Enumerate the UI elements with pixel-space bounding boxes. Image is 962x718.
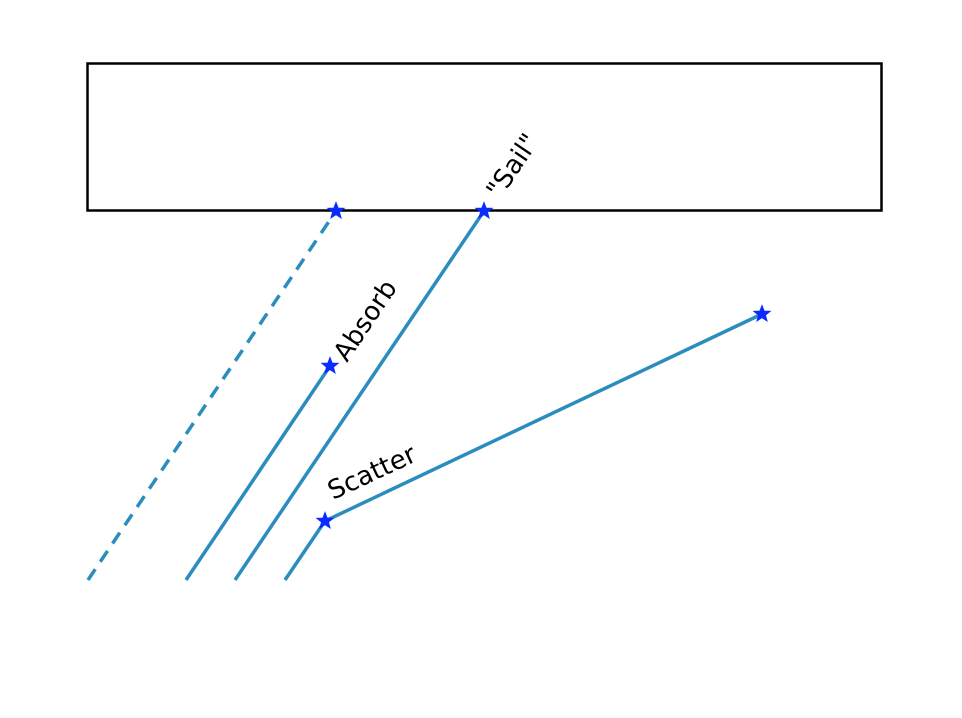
scatter-label: Scatter xyxy=(323,439,421,506)
absorb-label: Absorb xyxy=(328,275,404,367)
star-icon-absorb-end xyxy=(320,356,340,375)
star-icon-sail-entry xyxy=(474,201,494,220)
star-icon-scatter-end xyxy=(752,304,772,323)
sail-path xyxy=(233,210,486,581)
sail-label: "Sail" xyxy=(481,128,545,203)
star-icon-scatter-point xyxy=(315,511,335,530)
unobstructed-path xyxy=(86,210,338,581)
absorb-path xyxy=(184,365,332,581)
star-icon-unobstructed-entry xyxy=(326,201,346,220)
marker-layer xyxy=(315,201,772,530)
